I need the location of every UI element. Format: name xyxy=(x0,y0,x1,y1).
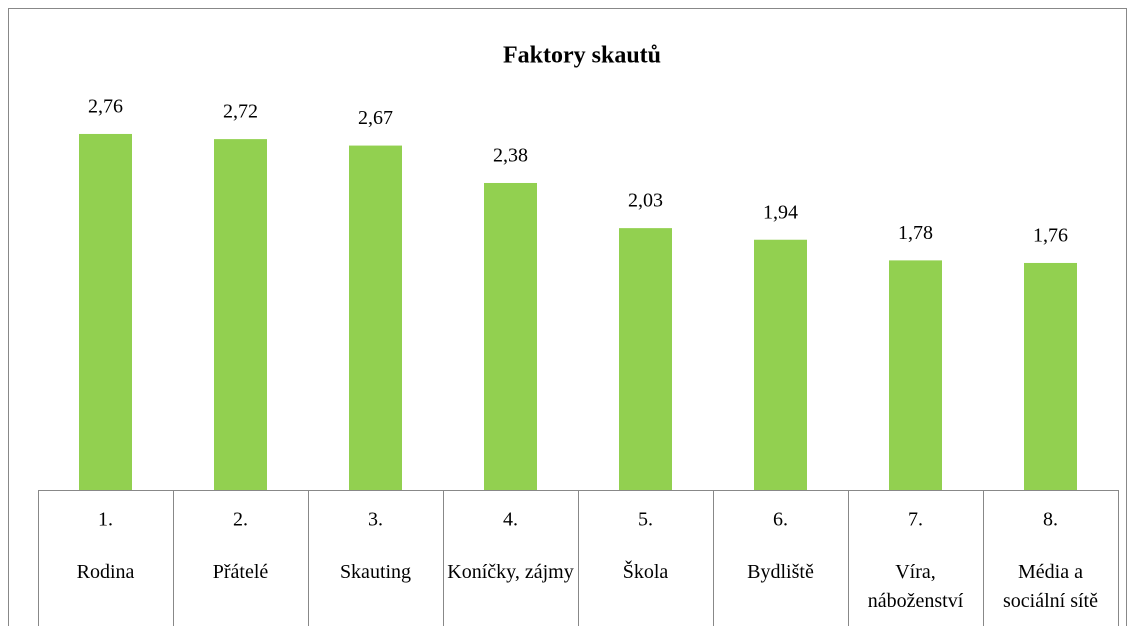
x-tick-label: Média a sociální sítě xyxy=(1003,561,1098,612)
category-rank: 3. xyxy=(368,509,383,531)
bar xyxy=(619,228,672,490)
chart-title: Faktory skautů xyxy=(503,43,661,69)
data-label: 1,78 xyxy=(898,222,933,244)
category-rank: 5. xyxy=(638,509,653,531)
data-label: 1,76 xyxy=(1033,225,1068,247)
x-tick-label: Bydliště xyxy=(747,561,814,583)
data-label: 2,03 xyxy=(628,190,663,212)
x-tick-label: Škola xyxy=(623,559,669,583)
category-rank: 7. xyxy=(908,509,923,531)
bar xyxy=(484,182,537,491)
category-rank: 6. xyxy=(773,509,788,531)
bar xyxy=(79,133,132,490)
bar xyxy=(889,260,942,490)
data-label: 2,38 xyxy=(493,145,528,167)
chart-border xyxy=(8,8,1127,626)
x-tick-label: Rodina xyxy=(77,561,135,583)
category-rank: 1. xyxy=(98,509,113,531)
x-tick-label: Přátelé xyxy=(213,561,269,583)
category-rank: 4. xyxy=(503,509,518,531)
bar xyxy=(349,145,402,490)
data-label: 2,76 xyxy=(88,96,123,118)
data-label: 2,67 xyxy=(358,107,393,129)
data-label: 1,94 xyxy=(763,201,798,223)
category-rank: 8. xyxy=(1043,509,1058,531)
x-tick-label: Koníčky, zájmy xyxy=(447,561,573,583)
category-rank: 2. xyxy=(233,509,248,531)
data-label: 2,72 xyxy=(223,101,258,123)
x-tick-label: Skauting xyxy=(340,561,411,583)
x-tick-label: Víra, náboženství xyxy=(868,561,964,612)
bar xyxy=(754,239,807,490)
bar xyxy=(1024,262,1077,490)
bar xyxy=(214,139,267,490)
